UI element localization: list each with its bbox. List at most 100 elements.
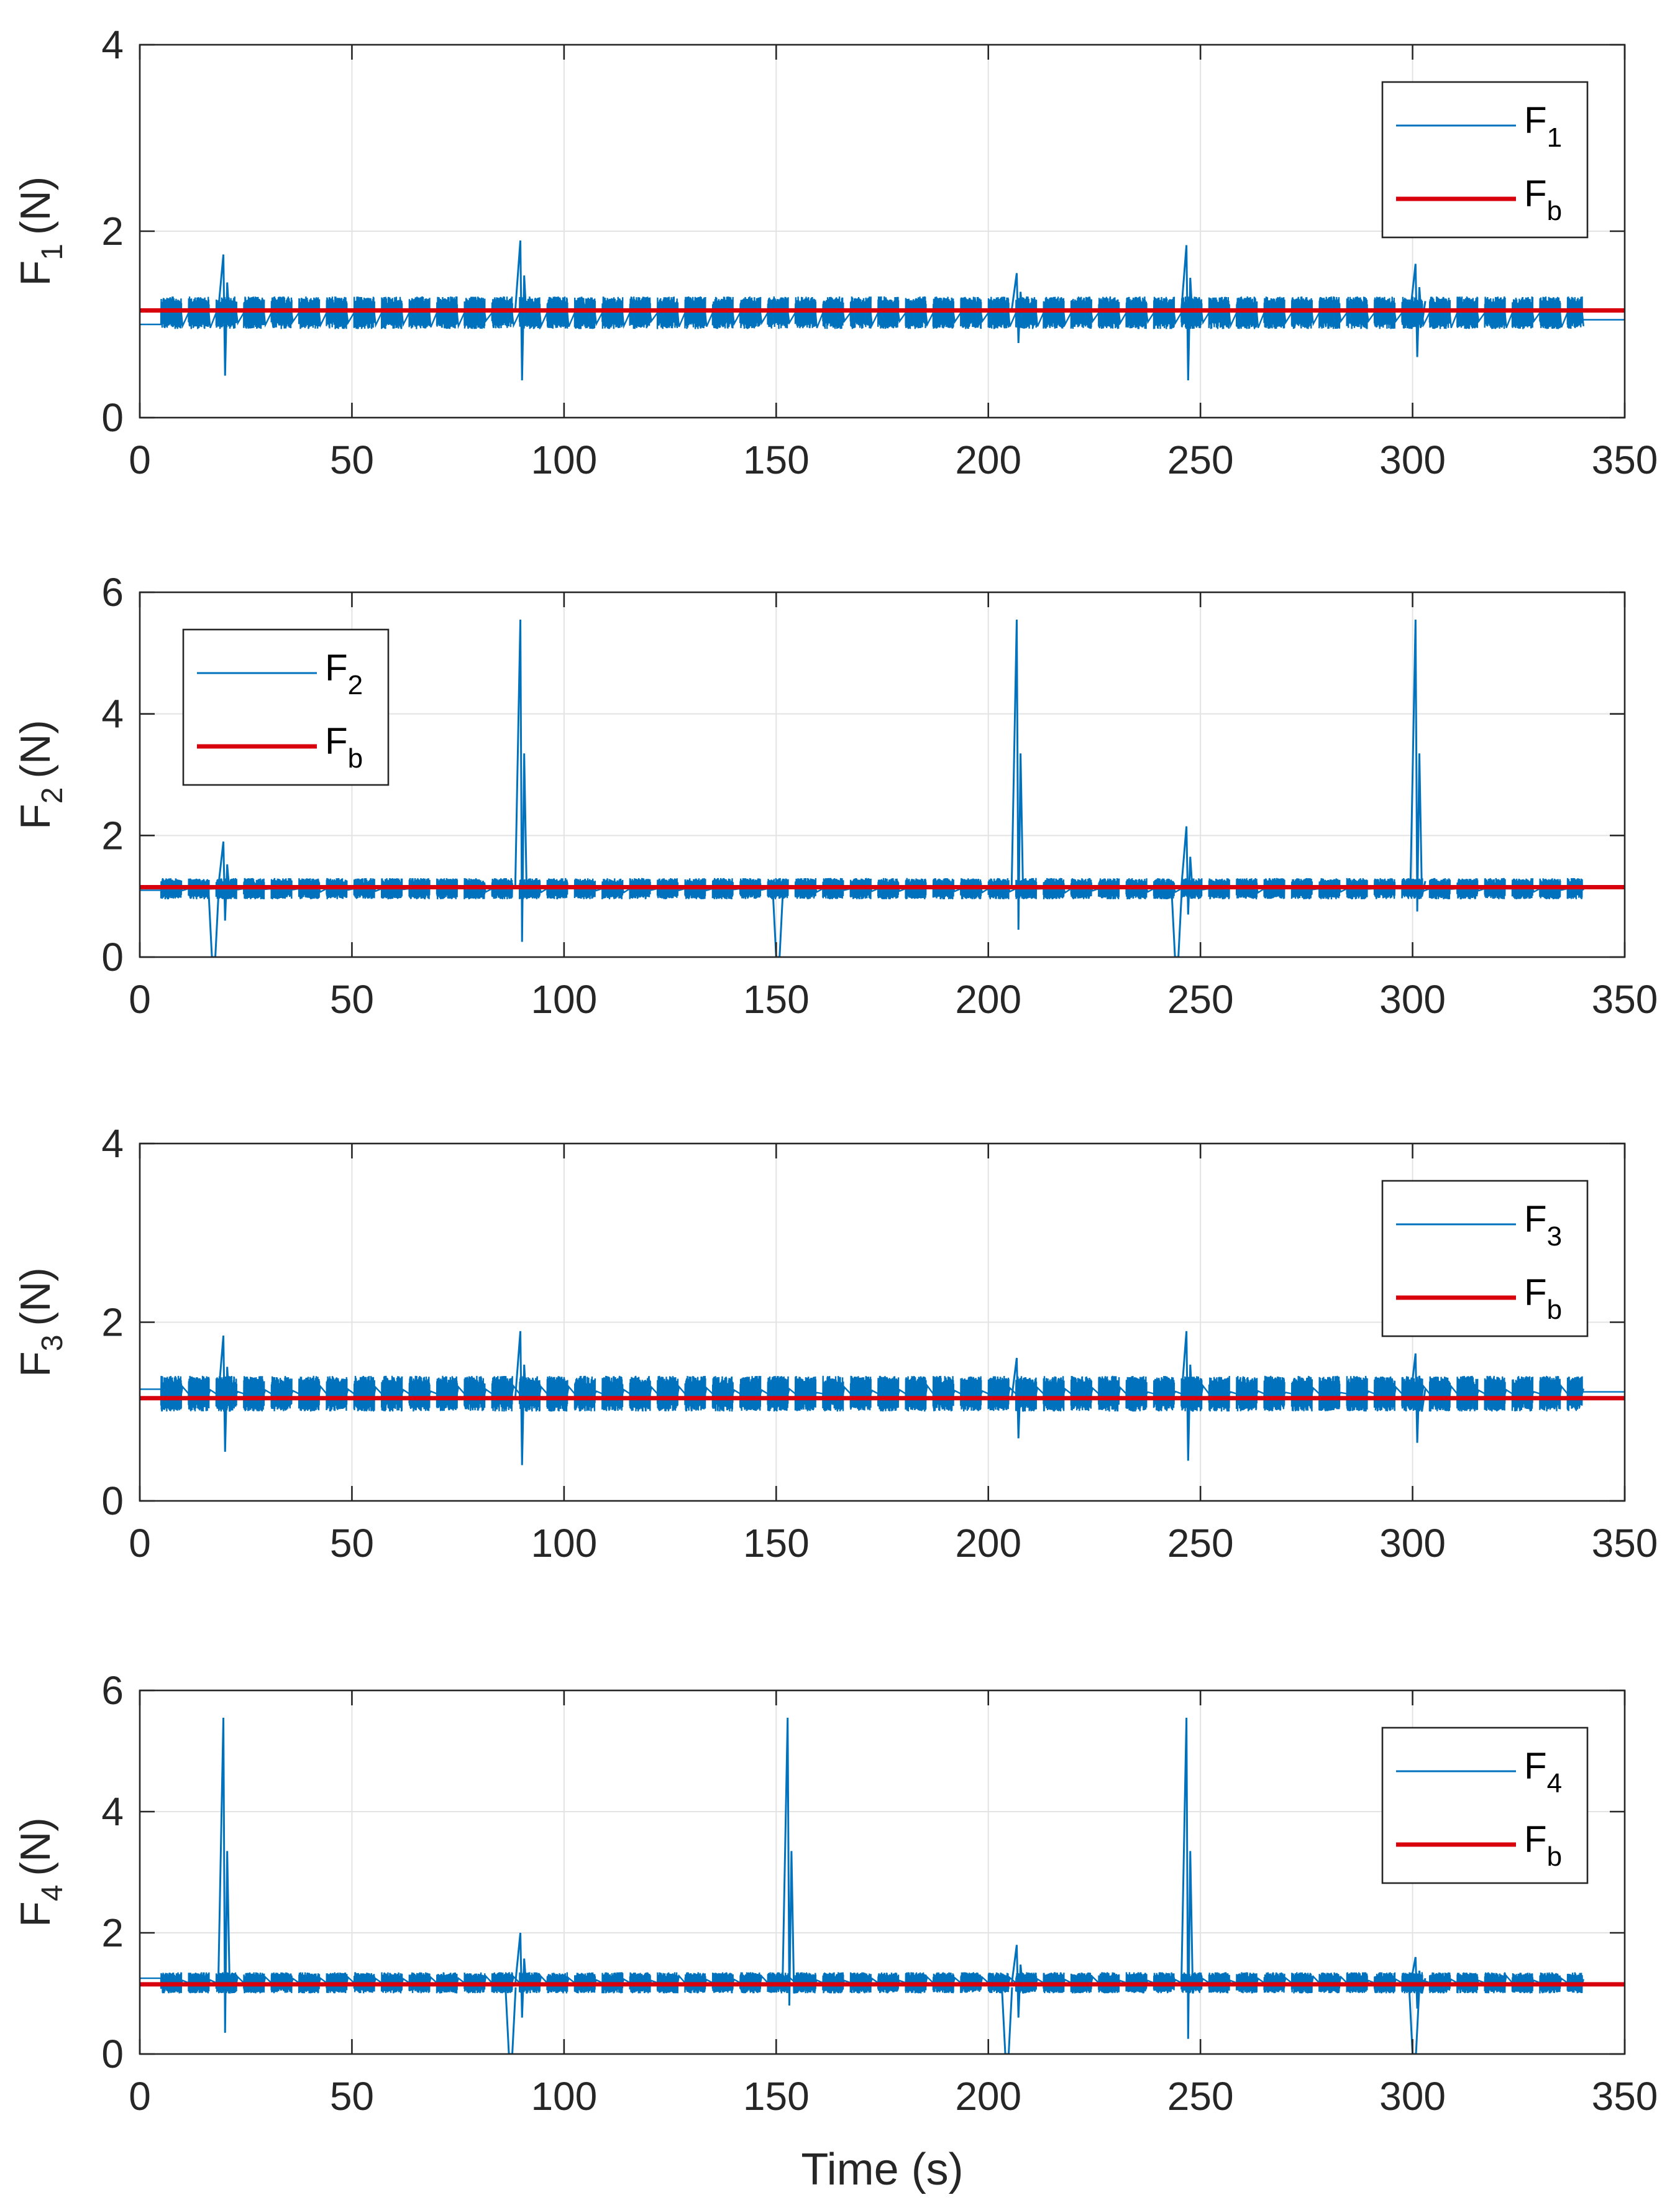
x-tick-label: 300	[1379, 977, 1446, 1022]
x-tick-label: 250	[1167, 977, 1234, 1022]
legend-entry-F2: F2	[325, 647, 363, 700]
legend: F3 Fb	[1381, 1180, 1589, 1337]
x-tick-label: 100	[531, 1521, 597, 1566]
x-tick-label: 200	[955, 1521, 1021, 1566]
x-tick-label: 300	[1379, 438, 1446, 482]
transient-dip	[504, 1987, 517, 2054]
x-tick-label: 0	[129, 2074, 151, 2119]
axes-box	[139, 591, 1626, 958]
y-tick-label: 4	[101, 1789, 124, 1834]
x-tick-label: 250	[1167, 1521, 1234, 1566]
x-tick-label: 50	[330, 2074, 374, 2119]
transient-spike	[1010, 619, 1028, 930]
x-tick-label: 300	[1379, 2074, 1446, 2119]
series-line-F3	[140, 1375, 1625, 1412]
legend: F2 Fb	[182, 628, 390, 786]
legend-box	[1381, 1180, 1589, 1337]
x-tick-label: 150	[743, 2074, 810, 2119]
x-tick-label: 0	[129, 438, 151, 482]
transient-spike	[514, 619, 531, 942]
transient-spike	[217, 841, 234, 921]
x-tick-label: 200	[955, 977, 1021, 1022]
y-tick-label: 4	[101, 1121, 124, 1166]
legend-entry-Fb: Fb	[1524, 1818, 1562, 1872]
axes-box	[139, 1689, 1626, 2055]
transient-spike	[1010, 1357, 1028, 1439]
x-tick-label: 100	[531, 2074, 597, 2119]
transient-spike	[1010, 273, 1028, 344]
transient-spike	[1409, 1353, 1427, 1443]
x-tick-label: 250	[1167, 438, 1234, 482]
y-tick-label: 6	[101, 570, 124, 615]
y-tick-label: 4	[101, 692, 124, 736]
y-axis-label: F1(N)	[12, 177, 69, 287]
y-tick-label: 0	[101, 395, 124, 440]
legend-entry-F1: F1	[1524, 99, 1562, 153]
transient-spike	[217, 1717, 234, 2033]
y-axis-label: F4(N)	[12, 1817, 69, 1927]
x-axis-label: Time (s)	[801, 2145, 963, 2194]
transient-spike	[217, 254, 234, 376]
transient-spike	[782, 1717, 798, 2006]
legend-entry-F4: F4	[1524, 1745, 1562, 1799]
y-tick-label: 2	[101, 1300, 124, 1345]
x-tick-label: 50	[330, 1521, 374, 1566]
legend-box	[1381, 81, 1589, 239]
y-tick-label: 6	[101, 1668, 124, 1713]
x-tick-label: 50	[330, 438, 374, 482]
chart-panel-F4: 0 50 100 150 200 250 300 350 0 2 4 6 F4(N) F4 Fb Time (…	[12, 1668, 1658, 2194]
y-tick-label: 4	[101, 22, 124, 67]
legend-box	[182, 628, 390, 786]
transient-spike	[1010, 1945, 1028, 2018]
legend: F4 Fb	[1381, 1726, 1589, 1884]
transient-dip	[1171, 890, 1183, 957]
x-tick-label: 0	[129, 977, 151, 1022]
x-tick-label: 350	[1592, 438, 1658, 482]
transient-spike	[1180, 1717, 1197, 2039]
x-tick-label: 50	[330, 977, 374, 1022]
transient-spike	[514, 1932, 531, 2018]
chart-panel-F2: 0 50 100 150 200 250 300 350 0 2 4 6 F2(N) F2 Fb	[12, 570, 1658, 1022]
y-axis-label: F2(N)	[12, 720, 69, 830]
y-axis-label: F3(N)	[12, 1267, 69, 1377]
y-tick-label: 2	[101, 1910, 124, 1955]
x-tick-label: 350	[1592, 977, 1658, 1022]
legend-entry-F3: F3	[1524, 1198, 1562, 1252]
transient-spike	[1180, 1331, 1197, 1461]
transient-spike	[1409, 264, 1427, 357]
transient-spike	[217, 1335, 234, 1452]
y-tick-label: 0	[101, 935, 124, 979]
legend-entry-Fb: Fb	[1524, 173, 1562, 226]
y-tick-label: 0	[101, 2032, 124, 2076]
x-tick-label: 350	[1592, 1521, 1658, 1566]
y-tick-label: 0	[101, 1479, 124, 1523]
x-tick-label: 200	[955, 438, 1021, 482]
legend-box	[1381, 1726, 1589, 1884]
x-tick-label: 300	[1379, 1521, 1446, 1566]
chart-panel-F1: 0 50 100 150 200 250 300 350 0 2 4 F1(N) F1 Fb	[12, 22, 1658, 482]
x-tick-label: 150	[743, 977, 810, 1022]
x-tick-label: 100	[531, 438, 597, 482]
y-tick-label: 2	[101, 209, 124, 254]
transient-spike	[1409, 1956, 1427, 2009]
transient-dip	[772, 890, 784, 957]
x-tick-label: 150	[743, 1521, 810, 1566]
transient-dip	[208, 890, 220, 957]
legend-entry-Fb: Fb	[325, 720, 363, 774]
legend: F1 Fb	[1381, 81, 1589, 239]
x-tick-label: 0	[129, 1521, 151, 1566]
transient-spike	[514, 1331, 531, 1465]
legend-entry-Fb: Fb	[1524, 1272, 1562, 1325]
transient-spike	[1409, 619, 1427, 912]
plot-area	[140, 1690, 1625, 2054]
x-tick-label: 100	[531, 977, 597, 1022]
x-tick-label: 150	[743, 438, 810, 482]
chart-panel-F3: 0 50 100 150 200 250 300 350 0 2 4 F3(N) F3 Fb	[12, 1121, 1658, 1566]
transient-dip	[1001, 1987, 1013, 2054]
x-tick-label: 350	[1592, 2074, 1658, 2119]
transient-dip	[1408, 1987, 1420, 2054]
x-tick-label: 250	[1167, 2074, 1234, 2119]
transient-spike	[514, 240, 531, 381]
y-tick-label: 2	[101, 813, 124, 858]
